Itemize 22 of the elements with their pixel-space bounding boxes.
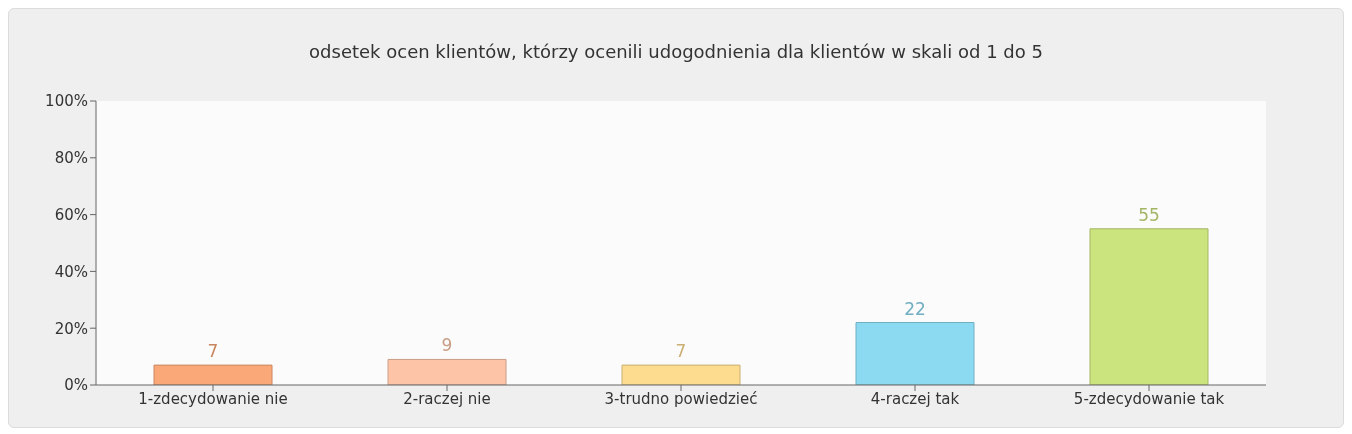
y-tick-label: 60% [54,205,88,224]
y-tick-label: 100% [45,92,88,111]
chart-title: odsetek ocen klientów, którzy ocenili udogodnienia dla klientów w skali od 1 do 5 [308,41,1044,62]
bar [387,358,507,385]
x-tick-label: 2-raczej nie [403,389,491,408]
x-tick-label: 1-zdecydowanie nie [138,389,288,408]
y-tick-label: 40% [54,262,88,281]
data-label: 9 [441,335,453,356]
bar [621,364,741,385]
x-tick-label: 5-zdecydowanie tak [1073,389,1225,408]
y-tick-label: 20% [54,319,88,338]
data-label: 55 [1138,204,1160,225]
y-tick-label: 0% [64,376,88,395]
x-tick-label: 4-raczej tak [870,389,960,408]
bar [1089,228,1209,385]
x-tick-label: 3-trudno powiedzieć [604,389,758,408]
data-label: 7 [675,341,687,362]
bar [153,364,273,385]
data-label: 22 [904,298,926,319]
bar [855,322,975,385]
data-label: 7 [207,341,219,362]
y-tick-label: 80% [54,149,88,168]
